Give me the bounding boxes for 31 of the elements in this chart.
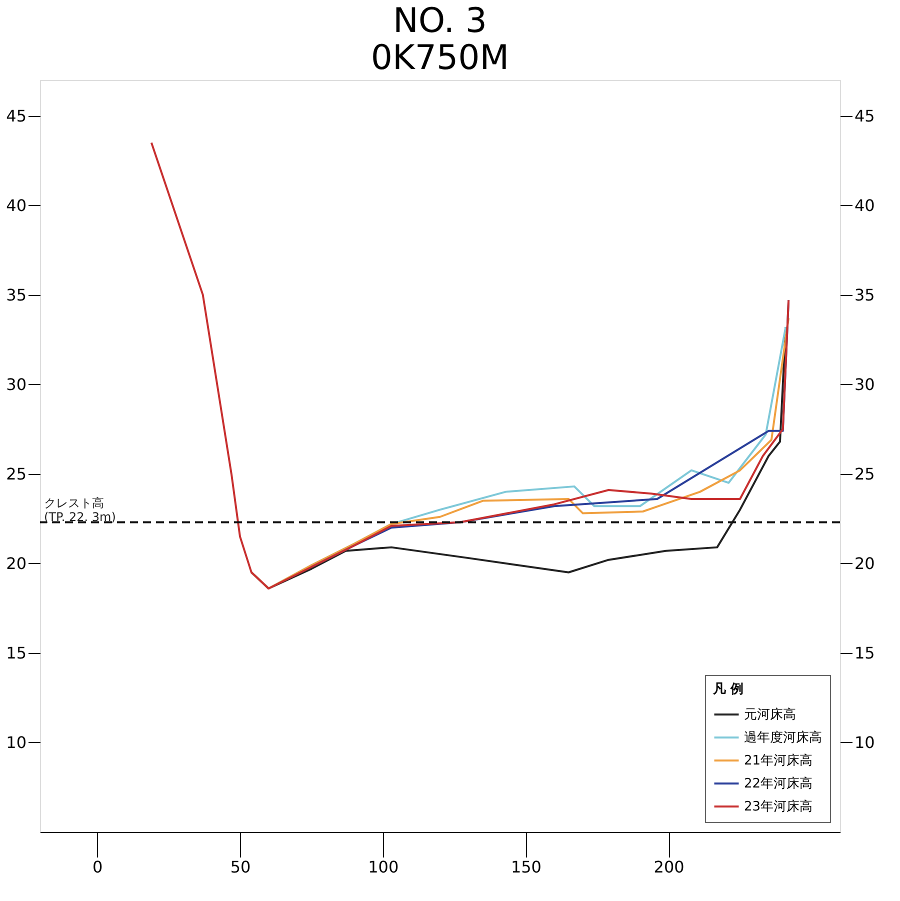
- legend-label: 22年河床高: [744, 776, 813, 792]
- y2-tick-label: 25: [854, 464, 875, 484]
- y-tick-label: 40: [6, 196, 26, 215]
- y-tick-label: 15: [6, 643, 26, 662]
- y2-tick-label: 20: [854, 554, 875, 573]
- y2-tick-label: 10: [854, 732, 875, 752]
- y2-tick-label: 15: [854, 643, 875, 662]
- y-tick-label: 35: [6, 285, 26, 304]
- chart-title: NO. 3: [392, 1, 488, 41]
- legend-label: 過年度河床高: [744, 730, 822, 746]
- x-tick-label: 150: [510, 858, 542, 876]
- y2-tick-label: 45: [854, 106, 875, 126]
- y-tick-label: 30: [6, 374, 26, 394]
- x-tick-label: 50: [230, 858, 251, 876]
- legend-title: 凡 例: [712, 682, 744, 697]
- y-tick-label: 20: [6, 554, 26, 573]
- x-tick-label: 100: [368, 858, 399, 876]
- chart-subtitle: 0K750M: [370, 38, 510, 78]
- y-tick-label: 10: [6, 732, 26, 752]
- y2-tick-label: 35: [854, 285, 875, 304]
- ref-line-label: クレスト高 (TP. 22. 3m): [44, 496, 116, 524]
- x-tick-label: 200: [654, 858, 684, 876]
- y2-tick-label: 40: [854, 196, 875, 215]
- y2-tick-label: 30: [854, 374, 875, 394]
- legend-label: 元河床高: [744, 706, 796, 722]
- legend-label: 21年河床高: [744, 752, 813, 768]
- y-tick-label: 25: [6, 464, 26, 484]
- x-tick-label: 0: [92, 858, 103, 876]
- line-series: [150, 142, 790, 590]
- y-tick-label: 45: [6, 106, 26, 126]
- legend-label: 23年河床高: [744, 798, 813, 814]
